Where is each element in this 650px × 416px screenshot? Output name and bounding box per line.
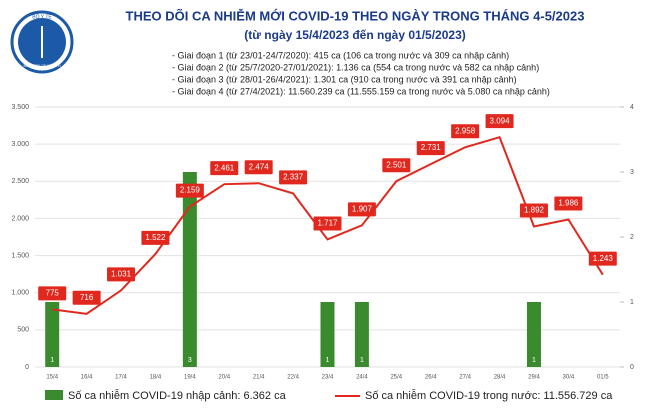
value-label-box [451,124,480,139]
y2-tick-label: 3 [630,169,634,176]
value-label: 2.159 [180,186,201,195]
x-tick-label: 26/4 [425,375,437,381]
x-tick-label: 17/4 [115,375,127,381]
bar-label: 1 [326,357,330,364]
value-label-box [588,251,617,266]
value-label: 1.986 [558,199,579,208]
legend-swatch [45,390,63,400]
x-tick-label: 27/4 [459,375,471,381]
legend-label: Số ca nhiễm COVID-19 nhập cảnh: 6.362 ca [68,389,287,402]
value-label: 1.892 [524,206,545,215]
value-label: 2.461 [214,163,235,172]
x-tick-label: 01/5 [597,375,609,381]
note: - Giai đoạn 4 (từ 27/4/2021): 11.560.239… [172,86,550,96]
value-label: 775 [46,289,60,298]
note: - Giai đoạn 1 (từ 23/01-24/7/2020): 415 … [172,50,509,60]
value-label-box [210,161,239,176]
value-label-box [485,114,514,129]
x-tick-label: 22/4 [287,375,299,381]
y-tick-label: 3.500 [11,104,29,111]
x-tick-label: 24/4 [356,375,368,381]
y-tick-label: 2.500 [11,178,29,185]
chart-title: THEO DÕI CA NHIỄM MỚI COVID-19 THEO NGÀY… [126,8,585,23]
bar [354,302,369,367]
x-tick-label: 15/4 [46,375,58,381]
x-tick-label: 25/4 [390,375,402,381]
y-tick-label: 3.000 [11,141,29,148]
value-label-box [313,216,342,231]
y2-tick-label: 4 [630,104,634,111]
y-tick-label: 1.500 [11,252,29,259]
logo: BỘ Y TẾ MINISTRY OF HEALTH [10,10,74,74]
note: - Giai đoạn 3 (từ 28/01-26/4/2021): 1.30… [172,74,517,84]
value-label-box [38,286,67,301]
value-label: 716 [80,293,94,302]
value-label: 2.501 [386,160,407,169]
bar-label: 1 [360,357,364,364]
x-tick-label: 28/4 [494,375,506,381]
value-label-box [175,183,204,198]
value-label: 2.474 [249,162,270,171]
y-tick-label: 0 [25,364,29,371]
x-tick-label: 21/4 [253,375,265,381]
value-label: 2.337 [283,173,304,182]
value-label: 1.522 [145,233,166,242]
value-label: 1.717 [317,219,338,228]
value-label-box [382,158,411,173]
value-label: 1.243 [593,254,614,263]
value-label-box [519,203,548,218]
value-label-box [141,230,170,245]
y-tick-label: 1.000 [11,290,29,297]
bar [45,302,60,367]
bar-label: 1 [50,357,54,364]
value-label-box [554,196,583,211]
value-label-box [279,170,308,185]
value-label: 3.094 [490,116,511,125]
bar [320,302,335,367]
y2-tick-label: 1 [630,299,634,306]
x-tick-label: 18/4 [150,375,162,381]
value-label: 2.958 [455,126,476,135]
x-tick-label: 29/4 [528,375,540,381]
line [52,135,604,315]
x-tick-label: 30/4 [563,375,575,381]
value-label-box [347,202,376,217]
y2-tick-label: 2 [630,234,634,241]
note: - Giai đoạn 2 (từ 25/7/2020-27/01/2021):… [172,62,539,72]
value-label-box [416,141,445,156]
logo-text: BỘ Y TẾ [32,13,52,20]
value-label-box [244,160,273,175]
x-tick-label: 16/4 [81,375,93,381]
y2-tick-label: 0 [630,364,634,371]
legend-label: Số ca nhiễm COVID-19 trong nước: 11.556.… [365,389,613,402]
value-label-box [107,267,136,282]
x-tick-label: 20/4 [218,375,230,381]
value-label: 1.031 [111,270,132,279]
bar-label: 3 [188,357,192,364]
bar-label: 1 [532,357,536,364]
logo-text: MINISTRY OF HEALTH [24,64,61,68]
bar [526,302,541,367]
value-label-box [72,290,101,305]
value-label: 2.731 [421,143,442,152]
bar [182,172,197,367]
y-tick-label: 500 [17,327,29,334]
x-tick-label: 23/4 [322,375,334,381]
x-tick-label: 19/4 [184,375,196,381]
chart-subtitle: (từ ngày 15/4/2023 đến ngày 01/5/2023) [244,28,465,42]
value-label: 1.907 [352,204,373,213]
y-tick-label: 2.000 [11,215,29,222]
